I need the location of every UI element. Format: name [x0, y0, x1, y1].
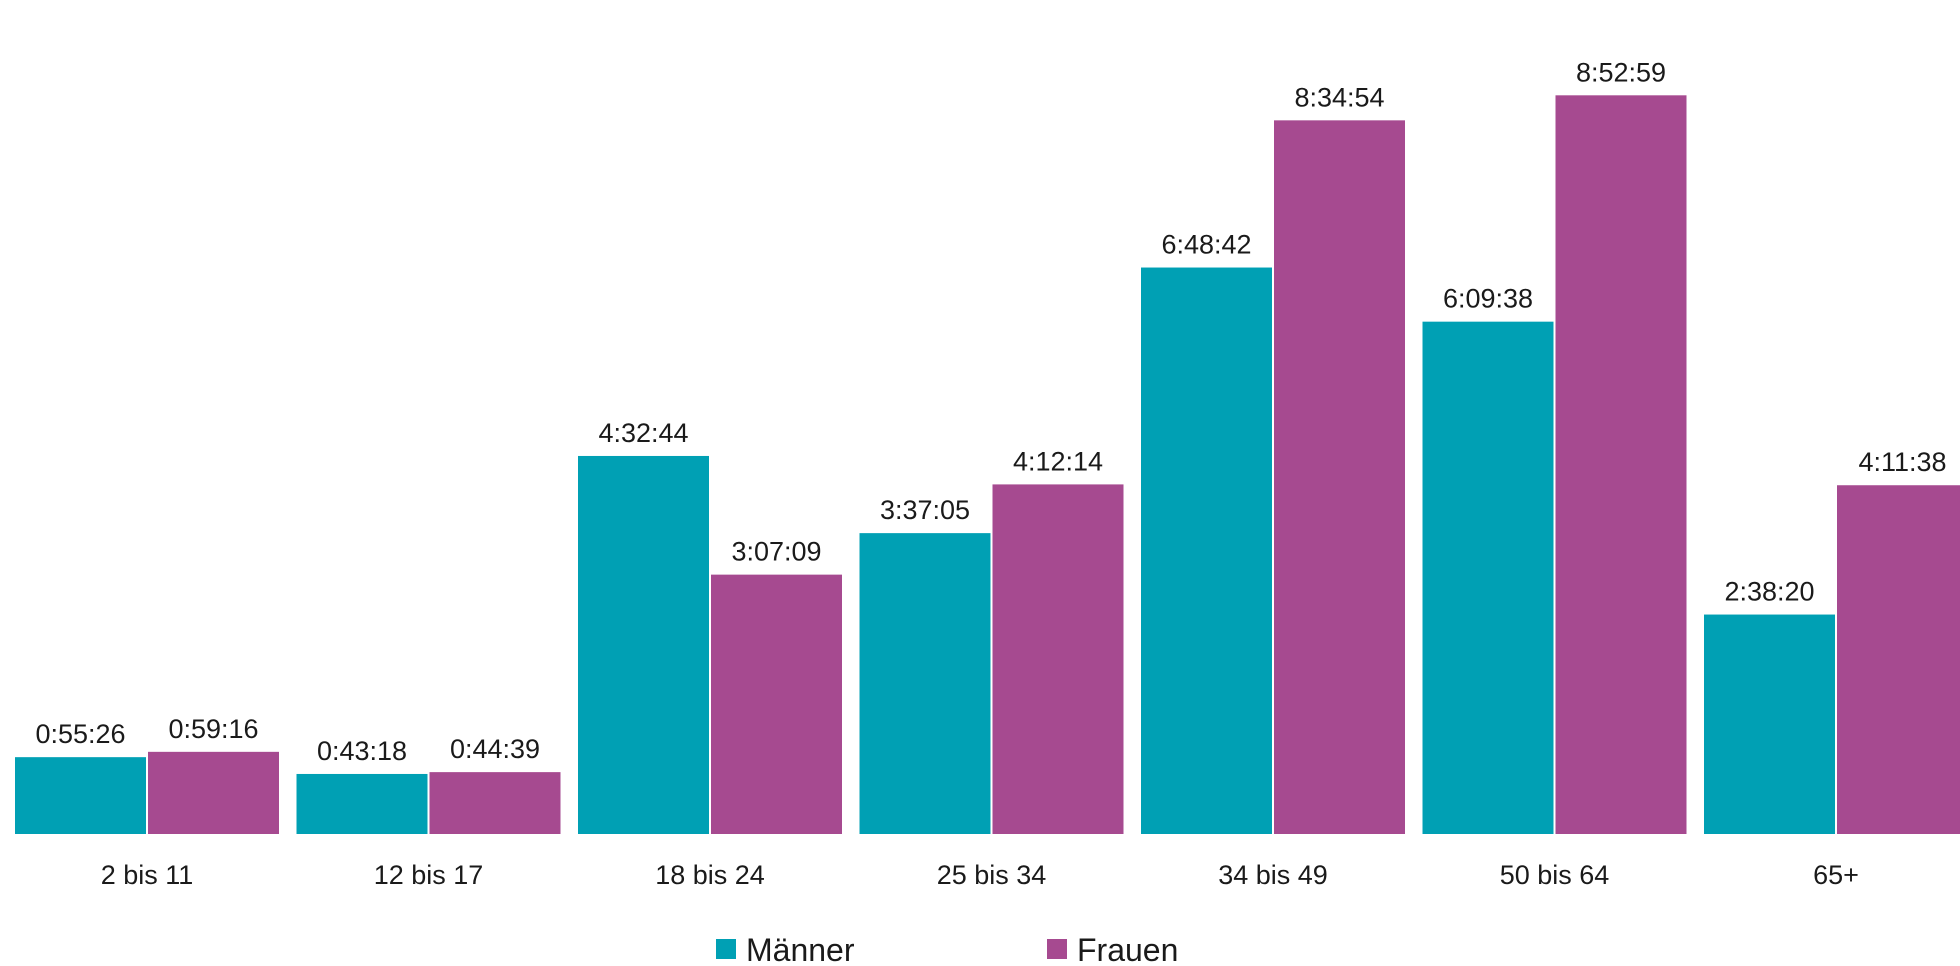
data-label-frauen-18-bis-24: 3:07:09 [731, 537, 821, 567]
data-label-frauen-65plus: 4:11:38 [1858, 447, 1946, 477]
data-label-maenner-34-bis-49: 6:48:42 [1161, 230, 1251, 260]
bar-frauen-2-bis-11 [148, 751, 279, 834]
category-labels-layer: 2 bis 11 12 bis 17 18 bis 24 25 bis 34 34 bi… [101, 860, 1859, 890]
data-label-maenner-2-bis-11: 0:55:26 [35, 719, 125, 749]
category-label-2-bis-11: 2 bis 11 [101, 860, 194, 890]
data-label-maenner-12-bis-17: 0:43:18 [317, 736, 407, 766]
data-label-frauen-34-bis-49: 8:34:54 [1294, 82, 1384, 112]
bar-frauen-50-bis-64 [1555, 95, 1687, 835]
bar-maenner-12-bis-17 [296, 773, 428, 834]
bar-maenner-2-bis-11 [15, 757, 146, 834]
category-label-50-bis-64: 50 bis 64 [1500, 860, 1610, 890]
category-label-34-bis-49: 34 bis 49 [1218, 860, 1328, 890]
category-label-25-bis-34: 25 bis 34 [937, 860, 1047, 890]
value-labels-layer: 0:55:26 0:59:16 0:43:18 0:44:39 4:32:44 3:07:… [35, 57, 1946, 766]
category-label-18-bis-24: 18 bis 24 [655, 860, 765, 890]
bar-frauen-65plus [1837, 485, 1960, 834]
bar-maenner-65plus [1704, 614, 1835, 834]
bar-frauen-25-bis-34 [992, 484, 1124, 834]
data-label-maenner-18-bis-24: 4:32:44 [598, 418, 688, 448]
data-label-maenner-65plus: 2:38:20 [1724, 577, 1814, 607]
bar-maenner-18-bis-24 [578, 455, 709, 834]
bar-frauen-34-bis-49 [1274, 120, 1405, 835]
legend-swatch-frauen [1047, 939, 1067, 959]
data-label-frauen-50-bis-64: 8:52:59 [1576, 57, 1666, 87]
legend-label-maenner: Männer [746, 932, 855, 966]
data-label-maenner-50-bis-64: 6:09:38 [1443, 284, 1533, 314]
legend-swatch-maenner [716, 939, 736, 959]
data-label-frauen-25-bis-34: 4:12:14 [1013, 446, 1103, 476]
legend-label-frauen: Frauen [1077, 932, 1178, 966]
bar-frauen-18-bis-24 [711, 574, 842, 834]
data-label-frauen-2-bis-11: 0:59:16 [168, 714, 258, 744]
bar-maenner-34-bis-49 [1141, 267, 1272, 834]
category-label-12-bis-17: 12 bis 17 [374, 860, 484, 890]
bar-maenner-50-bis-64 [1422, 321, 1554, 835]
bar-maenner-25-bis-34 [859, 533, 991, 834]
legend: Männer Frauen [716, 932, 1178, 966]
category-label-65plus: 65+ [1813, 860, 1859, 890]
data-label-maenner-25-bis-34: 3:37:05 [880, 495, 970, 525]
data-label-frauen-12-bis-17: 0:44:39 [450, 734, 540, 764]
bars-layer [15, 95, 1960, 835]
bar-frauen-12-bis-17 [429, 772, 561, 834]
